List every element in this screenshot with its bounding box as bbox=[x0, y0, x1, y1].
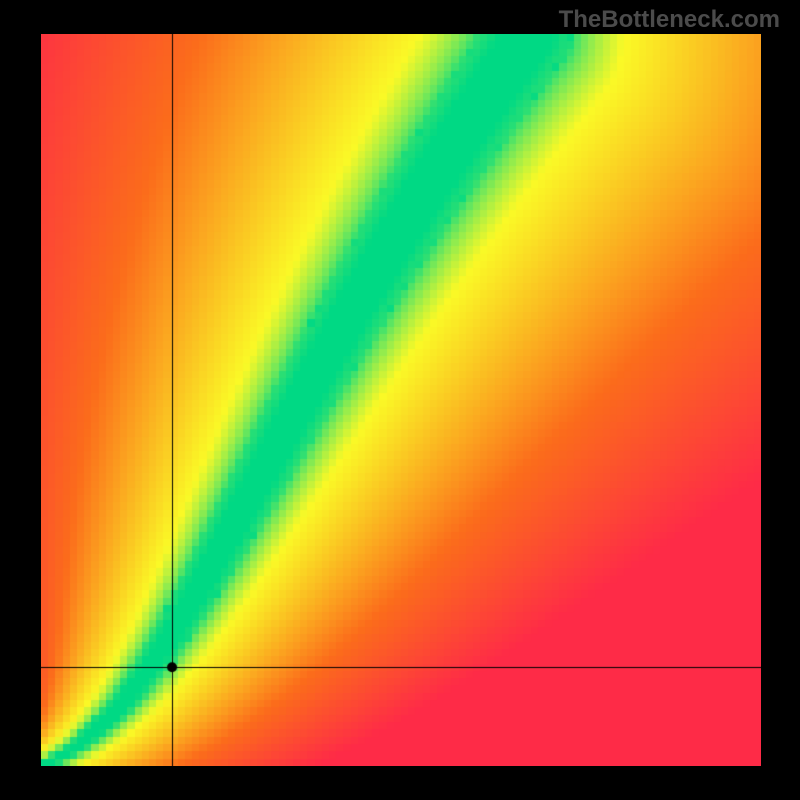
watermark-text: TheBottleneck.com bbox=[559, 6, 780, 34]
bottleneck-heatmap bbox=[41, 34, 761, 766]
chart-container: TheBottleneck.com bbox=[0, 0, 800, 800]
